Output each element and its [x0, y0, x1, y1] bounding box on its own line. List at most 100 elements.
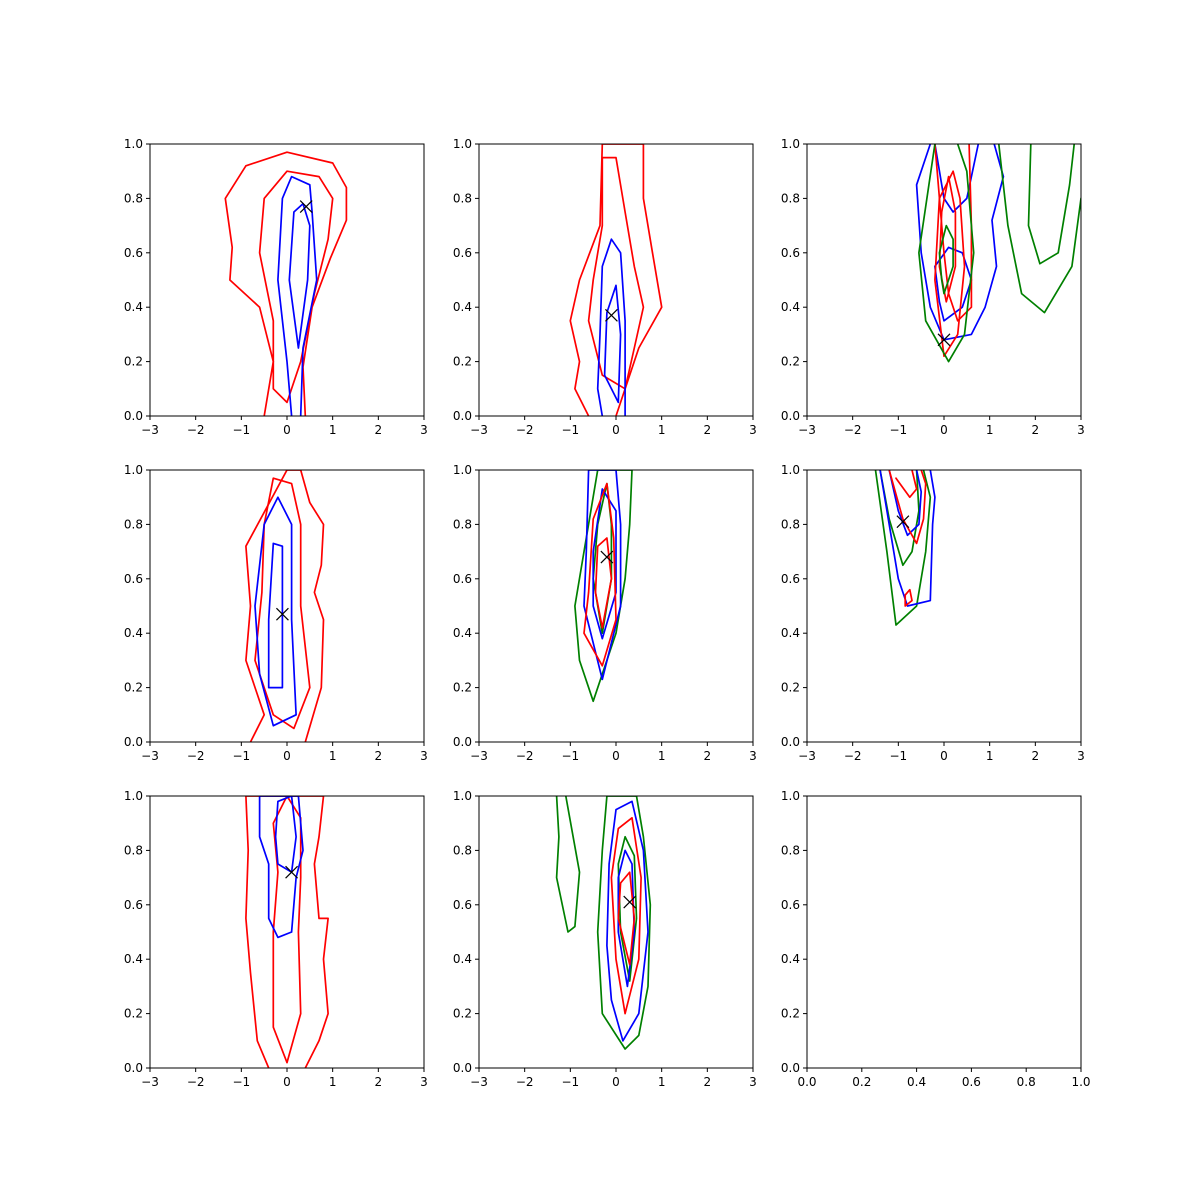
x-tick-label: −3 — [141, 749, 159, 763]
x-tick-label: −2 — [516, 1075, 534, 1089]
y-tick-label: 0.8 — [453, 517, 472, 531]
contour-line-blue-3 — [583, 470, 622, 681]
y-tick-label: 0.4 — [453, 300, 472, 314]
x-tick-label: 0.2 — [852, 1075, 871, 1089]
x-tick-label: 2 — [1032, 749, 1040, 763]
plot-area — [915, 144, 1081, 363]
contour-line-blue-4 — [888, 470, 923, 537]
y-tick-label: 0.8 — [124, 191, 143, 205]
y-tick-label: 0.6 — [453, 898, 472, 912]
y-tick-label: 0.6 — [781, 898, 800, 912]
x-tick-label: 1 — [986, 749, 994, 763]
x-tick-label: 3 — [1077, 749, 1085, 763]
x-tick-label: 0 — [612, 1075, 620, 1089]
y-tick-label: 0.6 — [781, 246, 800, 260]
y-tick-label: 0.4 — [781, 952, 800, 966]
y-tick-label: 0.8 — [453, 191, 472, 205]
y-tick-label: 0.4 — [781, 626, 800, 640]
x-marker — [937, 333, 951, 347]
contour-line-red-6 — [610, 816, 642, 1015]
x-tick-label: −1 — [232, 749, 250, 763]
x-tick-label: 3 — [749, 1075, 757, 1089]
x-tick-label: 0 — [612, 423, 620, 437]
axes-frame — [149, 795, 425, 1069]
contour-line-blue-3 — [258, 796, 304, 939]
contour-line-blue-3 — [277, 175, 318, 416]
contour-line-red-1 — [245, 470, 325, 742]
contour-line-red-6 — [938, 175, 957, 303]
contour-line-blue-3 — [879, 470, 936, 607]
plot-area — [569, 144, 663, 416]
x-tick-label: −3 — [470, 749, 488, 763]
contour-line-red-5 — [583, 482, 617, 667]
y-tick-label: 0.8 — [124, 517, 143, 531]
x-marker-stroke-b — [605, 308, 618, 322]
axes-frame — [478, 143, 754, 417]
y-tick-label: 1.0 — [781, 789, 800, 803]
x-tick-label: −2 — [187, 423, 205, 437]
y-tick-label: 0.2 — [781, 355, 800, 369]
x-marker — [623, 895, 637, 909]
x-marker — [605, 308, 618, 322]
x-tick-label: −2 — [844, 749, 862, 763]
contour-line-blue-1 — [915, 144, 1005, 341]
x-tick-label: 0.0 — [797, 1075, 816, 1089]
y-tick-label: 0.0 — [453, 1061, 472, 1075]
contour-line-green-9 — [997, 144, 1081, 314]
y-tick-label: 0.2 — [124, 1007, 143, 1021]
contour-line-blue-3 — [254, 496, 297, 727]
subplot-1: −3 −2 −1 0 1 2 3 0.0 0.2 0.4 0.6 0.8 1.0 — [124, 137, 428, 437]
x-tick-label: 1 — [658, 423, 666, 437]
x-tick-label: 1.0 — [1071, 1075, 1090, 1089]
x-tick-label: 2 — [704, 749, 712, 763]
x-tick-label: −2 — [187, 1075, 205, 1089]
x-tick-label: −1 — [889, 749, 907, 763]
x-tick-label: 0 — [283, 749, 291, 763]
contour-line-blue-5 — [617, 849, 636, 988]
y-tick-label: 1.0 — [124, 463, 143, 477]
axes-frame — [149, 469, 425, 743]
x-tick-label: 0 — [940, 749, 948, 763]
y-tick-label: 0.0 — [124, 1061, 143, 1075]
x-tick-label: 3 — [420, 1075, 428, 1089]
x-marker-stroke-b — [937, 333, 951, 347]
plot-area — [574, 470, 633, 703]
y-tick-label: 0.0 — [453, 409, 472, 423]
x-tick-label: 1 — [658, 749, 666, 763]
plot-area — [224, 151, 348, 416]
contour-line-red-1 — [224, 151, 348, 416]
y-tick-label: 1.0 — [453, 789, 472, 803]
x-tick-label: 0.4 — [907, 1075, 926, 1089]
x-tick-label: 0 — [283, 423, 291, 437]
contour-line-red-2 — [587, 156, 645, 390]
subplot-2: −3 −2 −1 0 1 2 3 0.0 0.2 0.4 0.6 0.8 1.0 — [453, 137, 757, 437]
x-tick-label: −3 — [798, 749, 816, 763]
subplot-8: −3 −2 −1 0 1 2 3 0.0 0.2 0.4 0.6 0.8 1.0 — [453, 789, 757, 1089]
y-tick-label: 1.0 — [781, 463, 800, 477]
x-tick-label: −3 — [141, 423, 159, 437]
y-tick-label: 0.8 — [124, 843, 143, 857]
y-tick-label: 0.6 — [124, 572, 143, 586]
axes-frame — [149, 143, 425, 417]
y-tick-label: 0.0 — [781, 1061, 800, 1075]
x-tick-label: −3 — [141, 1075, 159, 1089]
contour-line-green-1 — [555, 796, 581, 933]
subplot-5: −3 −2 −1 0 1 2 3 0.0 0.2 0.4 0.6 0.8 1.0 — [453, 463, 757, 763]
x-tick-label: −1 — [889, 423, 907, 437]
x-marker-stroke-b — [299, 200, 313, 213]
x-tick-label: −1 — [561, 423, 579, 437]
contour-line-blue-3 — [934, 144, 980, 213]
y-tick-label: 0.6 — [124, 246, 143, 260]
x-tick-label: 0 — [940, 423, 948, 437]
y-tick-label: 1.0 — [453, 463, 472, 477]
subplot-4: −3 −2 −1 0 1 2 3 0.0 0.2 0.4 0.6 0.8 1.0 — [124, 463, 428, 763]
y-tick-label: 0.2 — [453, 681, 472, 695]
x-tick-label: 0 — [612, 749, 620, 763]
contour-line-green-3 — [617, 835, 638, 982]
x-tick-label: −2 — [516, 423, 534, 437]
y-tick-label: 0.2 — [781, 681, 800, 695]
x-marker-stroke-b — [276, 607, 289, 621]
x-tick-label: 2 — [375, 749, 383, 763]
y-tick-label: 0.8 — [781, 843, 800, 857]
